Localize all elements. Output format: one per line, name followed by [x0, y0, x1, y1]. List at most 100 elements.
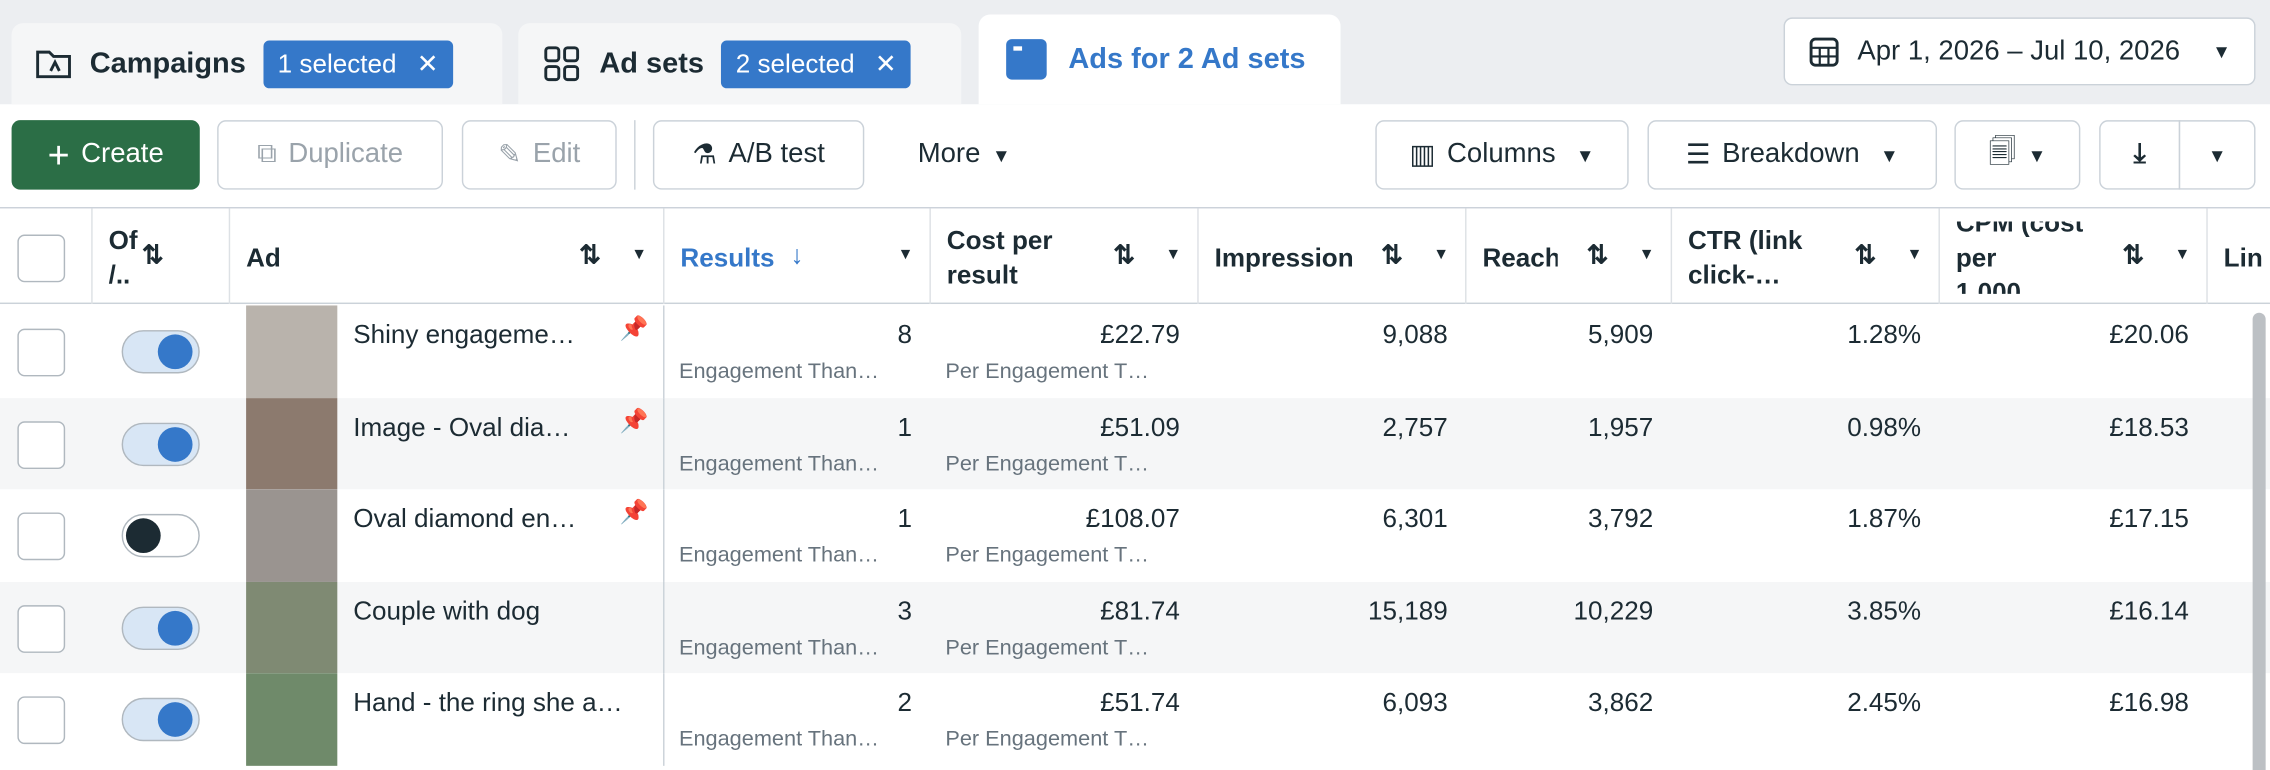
ad-name[interactable]: Hand - the ring she a… — [353, 687, 623, 717]
sort-icon[interactable]: ⇅ — [1381, 240, 1403, 270]
toggle-knob — [157, 426, 193, 462]
breakdown-button[interactable]: ☰ Breakdown ▼ — [1647, 120, 1938, 190]
column-divider — [91, 305, 92, 397]
cell-reach: 1,957 — [1588, 411, 1654, 441]
column-menu[interactable]: ▼ — [1165, 246, 1182, 264]
export-menu[interactable]: ▼ — [2178, 120, 2256, 190]
column-header[interactable]: Reach — [1482, 243, 1558, 273]
checkbox[interactable] — [17, 420, 66, 469]
table-row[interactable]: Image - Oval dia… 📌 1 Engagement Than… £51.0… — [0, 397, 2270, 490]
column-header[interactable]: Impressions — [1214, 243, 1353, 273]
reports-button[interactable]: 🗐 ▼ — [1954, 120, 2081, 190]
pin-icon: 📌 — [619, 408, 649, 434]
cell-sublabel: Per Engagement T… — [945, 634, 1149, 660]
toggle-knob — [125, 518, 161, 554]
checkbox[interactable] — [17, 696, 66, 745]
cell-cost: £22.79 — [1100, 319, 1180, 349]
cell-cost: £51.09 — [1100, 411, 1180, 441]
table-row[interactable]: Oval diamond en… 📌 1 Engagement Than… £108.0… — [0, 489, 2270, 582]
button-label: A/B test — [728, 138, 825, 170]
button-label: Breakdown — [1722, 138, 1860, 170]
badge-text: 1 selected — [277, 48, 397, 78]
column-divider — [229, 489, 230, 581]
checkbox[interactable] — [17, 604, 66, 653]
sort-icon[interactable]: ⇅ — [1854, 240, 1877, 270]
columns-button[interactable]: ▥ Columns ▼ — [1375, 120, 1629, 190]
toggle[interactable] — [121, 605, 200, 650]
column-divider — [91, 397, 92, 489]
column-header[interactable]: Ad — [246, 243, 281, 273]
close[interactable]: ✕ — [874, 48, 897, 78]
ab-test-button[interactable]: ⚗ A/B test — [652, 120, 865, 190]
checkbox[interactable] — [17, 234, 66, 283]
checkbox[interactable] — [17, 328, 66, 377]
cell-sublabel: Engagement Than… — [678, 726, 879, 752]
sort-icon[interactable]: ⇅ — [579, 240, 601, 270]
column-header[interactable]: Lin — [2223, 243, 2263, 273]
ad-name[interactable]: Couple with dog — [353, 595, 541, 625]
column-header[interactable]: Results — [680, 243, 775, 273]
ad-name[interactable]: Shiny engageme… — [353, 319, 575, 349]
sort-icon[interactable]: ⇅ — [2122, 240, 2145, 270]
tab-active[interactable]: Ads for 2 Ad sets — [978, 14, 1341, 105]
toggle[interactable] — [121, 422, 200, 466]
badge[interactable]: 2 selected ✕ — [721, 39, 912, 88]
cell-impressions: 6,093 — [1382, 687, 1448, 717]
cell-results: 1 — [897, 411, 913, 441]
ad-name[interactable]: Image - Oval dia… — [353, 411, 571, 441]
column-header[interactable]: Of /.. — [108, 225, 138, 290]
column-menu[interactable]: ▼ — [631, 246, 647, 264]
badge[interactable]: 1 selected ✕ — [263, 39, 454, 88]
cell-sublabel: Engagement Than… — [678, 634, 879, 660]
tab[interactable]: Ad sets 2 selected ✕ — [518, 23, 962, 105]
sort-icon[interactable]: ⇅ — [141, 240, 164, 270]
export-button[interactable]: ⤓ — [2099, 120, 2181, 190]
column-menu[interactable]: ▼ — [897, 246, 914, 264]
checkbox[interactable] — [17, 512, 66, 561]
column-header[interactable]: Cost per result — [946, 225, 1053, 290]
cell-ctr: 0.98% — [1847, 411, 1922, 441]
cell-cost: £51.74 — [1100, 687, 1180, 717]
table: Of /.. ⇅ Ad ⇅ ▼ Results ↓ ▼ Cost per result ⇅ ▼ Imp… — [0, 207, 2270, 770]
column-header[interactable]: CPM (cost per 1,000… — [1955, 221, 2084, 294]
column-divider — [663, 489, 665, 582]
column-divider — [228, 208, 231, 305]
table-row[interactable]: Shiny engageme… 📌 8 Engagement Than… £22.79 P… — [0, 305, 2270, 398]
cell-reach: 5,909 — [1588, 319, 1654, 349]
edit-button[interactable]: ✎ Edit — [461, 120, 617, 190]
column-divider — [91, 581, 92, 673]
ad-name[interactable]: Oval diamond en… — [353, 503, 577, 533]
cell-ctr: 3.85% — [1847, 595, 1922, 625]
column-header[interactable]: CTR (link click-… — [1688, 225, 1803, 290]
column-menu[interactable]: ▼ — [1433, 246, 1449, 264]
sort-icon[interactable]: ⇅ — [1586, 240, 1609, 270]
column-divider — [929, 208, 931, 305]
tab[interactable]: Campaigns 1 selected ✕ — [11, 23, 503, 105]
sort-icon[interactable]: ↓ — [790, 240, 804, 270]
divider — [634, 120, 636, 190]
column-divider — [229, 581, 230, 673]
column-menu[interactable]: ▼ — [2174, 246, 2191, 264]
column-menu[interactable]: ▼ — [1638, 246, 1655, 264]
more-button[interactable]: More ▼ — [885, 120, 1043, 190]
toggle[interactable] — [121, 330, 200, 374]
column-menu[interactable]: ▼ — [1906, 246, 1923, 264]
create-button[interactable]: + Create — [11, 120, 200, 190]
column-divider — [2206, 208, 2208, 305]
cell-results: 3 — [897, 595, 913, 625]
toggle[interactable] — [121, 513, 200, 558]
toggle[interactable] — [121, 697, 200, 742]
duplicate-button[interactable]: ⧉ Duplicate — [217, 120, 443, 190]
close[interactable]: ✕ — [416, 48, 439, 78]
table-row[interactable]: Hand - the ring she a… 2 Engagement Than… £… — [0, 673, 2270, 766]
table-row[interactable]: Couple with dog 3 Engagement Than… £81.74 Pe… — [0, 581, 2270, 674]
cell-sublabel: Engagement Than… — [678, 450, 879, 476]
sort-icon[interactable]: ⇅ — [1113, 240, 1136, 270]
button-label: More — [917, 138, 981, 170]
column-divider — [1465, 208, 1467, 305]
cell-sublabel: Per Engagement T… — [945, 726, 1149, 752]
column-divider — [1197, 208, 1199, 305]
cell-results: 2 — [897, 687, 913, 717]
date-picker[interactable]: Apr 1, 2026 – Jul 10, 2026 ▼ — [1783, 17, 2256, 86]
